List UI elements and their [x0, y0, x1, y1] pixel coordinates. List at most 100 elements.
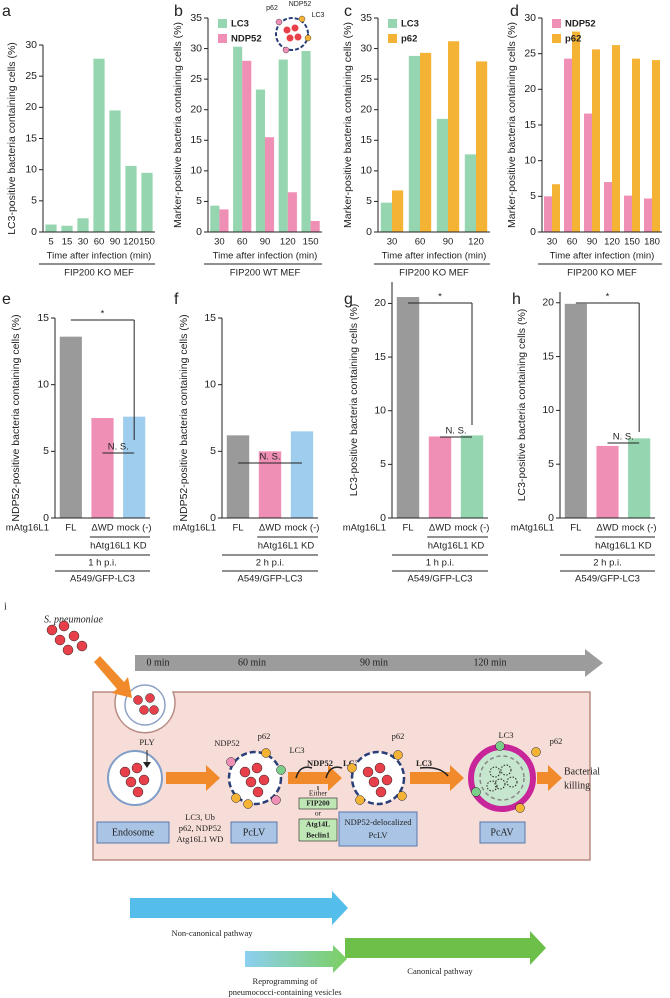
bar: [436, 118, 448, 232]
stage: NDP52-delocalized: [344, 817, 412, 827]
x-tick-label: 60: [415, 237, 426, 248]
recruited: LC3, Ub: [185, 812, 215, 822]
digested-bacterium: [494, 778, 506, 790]
bacterium: [138, 774, 150, 786]
ply-arrow-head: [143, 762, 151, 768]
gained-marker: LC3: [416, 758, 432, 768]
host-cell: [92, 691, 591, 861]
y-tick-label: 20: [190, 103, 202, 115]
y-tick-label: 0: [548, 512, 554, 524]
legend-swatch: [388, 19, 397, 28]
y-axis-title: NDP52-positive bacteria containing cells…: [178, 314, 190, 521]
x-axis-title: Time after infection (min): [47, 251, 152, 262]
bacterium: [149, 705, 159, 715]
stage-box: [479, 821, 526, 844]
bar: [584, 113, 592, 232]
bar: [428, 436, 452, 518]
x-tick-label: 60: [94, 237, 105, 248]
bacterium: [375, 786, 387, 798]
y-axis-title: NDP52-positive bacteria containing cells…: [10, 314, 22, 521]
bar: [644, 198, 652, 232]
x-tick-label: 120: [280, 237, 296, 248]
legend-label: LC3: [401, 19, 419, 30]
bar: [290, 431, 314, 518]
stage-box: [338, 811, 418, 847]
group-label: hAtg16L1 KD: [258, 541, 315, 552]
x-tick-label: 150: [624, 237, 640, 248]
legend-label: NDP52: [231, 34, 262, 45]
marker-p62: [515, 803, 525, 813]
legend-swatch: [552, 34, 561, 43]
legend-swatch: [218, 34, 227, 43]
requirement: or: [315, 809, 322, 818]
y-axis-title: Marker-positive bacteria containing cell…: [172, 22, 184, 228]
x-axis-title: Time after infection (min): [382, 251, 487, 262]
marker-lc3: [495, 741, 505, 751]
legend-label: p62: [401, 34, 417, 45]
y-tick-label: 10: [542, 404, 554, 416]
panel-label: e: [2, 291, 11, 308]
y-tick-label: 25: [25, 70, 37, 82]
x-tick-label: 60: [237, 237, 248, 248]
x-tick-label: 30: [547, 237, 558, 248]
bar: [564, 58, 572, 232]
y-tick-label: 15: [37, 312, 49, 324]
bar: [91, 418, 114, 518]
bar: [93, 58, 105, 232]
pathway: Reprogramming of: [253, 976, 318, 986]
time-label: 2 h p.i.: [593, 558, 622, 569]
pclv: [227, 750, 283, 806]
y-tick-label: 20: [524, 83, 536, 95]
y-axis-title: LC3-positive bacteria containing cells (…: [348, 304, 360, 497]
bar: [632, 58, 640, 232]
loss-arrow: [325, 766, 343, 779]
cell-label: A549/GFP-LC3: [70, 574, 135, 585]
bar: [392, 190, 404, 232]
significance-label: *: [606, 292, 610, 303]
marker-p62: [261, 748, 271, 758]
bacterium: [76, 640, 88, 652]
footer: FIP200 KO MEF: [399, 268, 469, 279]
x-tick-label: 30: [214, 237, 225, 248]
entering-vesicle: [124, 684, 166, 726]
bar: [219, 209, 229, 232]
row-label: mAtg16L1: [6, 523, 49, 534]
inset-bacterium: [294, 33, 302, 41]
y-tick-label: 5: [530, 190, 536, 202]
bacterium: [68, 630, 80, 642]
footer: FIP200 KO MEF: [567, 268, 637, 279]
cell-label: A549/GFP-LC3: [408, 574, 473, 585]
bar: [408, 55, 420, 233]
y-tick-label: 15: [190, 134, 202, 146]
x-tick-label: 90: [443, 237, 454, 248]
stage-box: [230, 821, 278, 844]
bacterium: [131, 762, 143, 774]
legend-swatch: [388, 34, 397, 43]
bar: [552, 184, 560, 232]
loss-arrow: [295, 766, 313, 779]
marker-p62: [397, 791, 407, 801]
x-tick-label: FL: [570, 523, 581, 534]
bar: [77, 218, 89, 232]
requirement: FIP200: [306, 799, 330, 808]
bacterium: [252, 786, 264, 798]
bacterium: [125, 776, 137, 788]
digested-bacterium: [489, 766, 501, 778]
y-tick-label: 10: [360, 165, 372, 177]
bacterium: [362, 766, 374, 778]
bar: [604, 182, 612, 232]
panel-label: c: [344, 3, 352, 20]
y-tick-label: 0: [43, 512, 49, 524]
inset-bacterium: [283, 26, 291, 34]
organism: S. pneumoniae: [44, 614, 103, 625]
panel-label: h: [512, 291, 521, 308]
x-tick-label: 90: [587, 237, 598, 248]
x-tick-label: 5: [48, 237, 53, 248]
x-tick-label: 150: [303, 237, 319, 248]
bar: [125, 165, 137, 232]
bar: [226, 435, 250, 518]
y-tick-label: 5: [196, 195, 202, 207]
marker-p62: [231, 793, 241, 803]
bar: [564, 303, 587, 518]
row-label: mAtg16L1: [173, 523, 216, 534]
